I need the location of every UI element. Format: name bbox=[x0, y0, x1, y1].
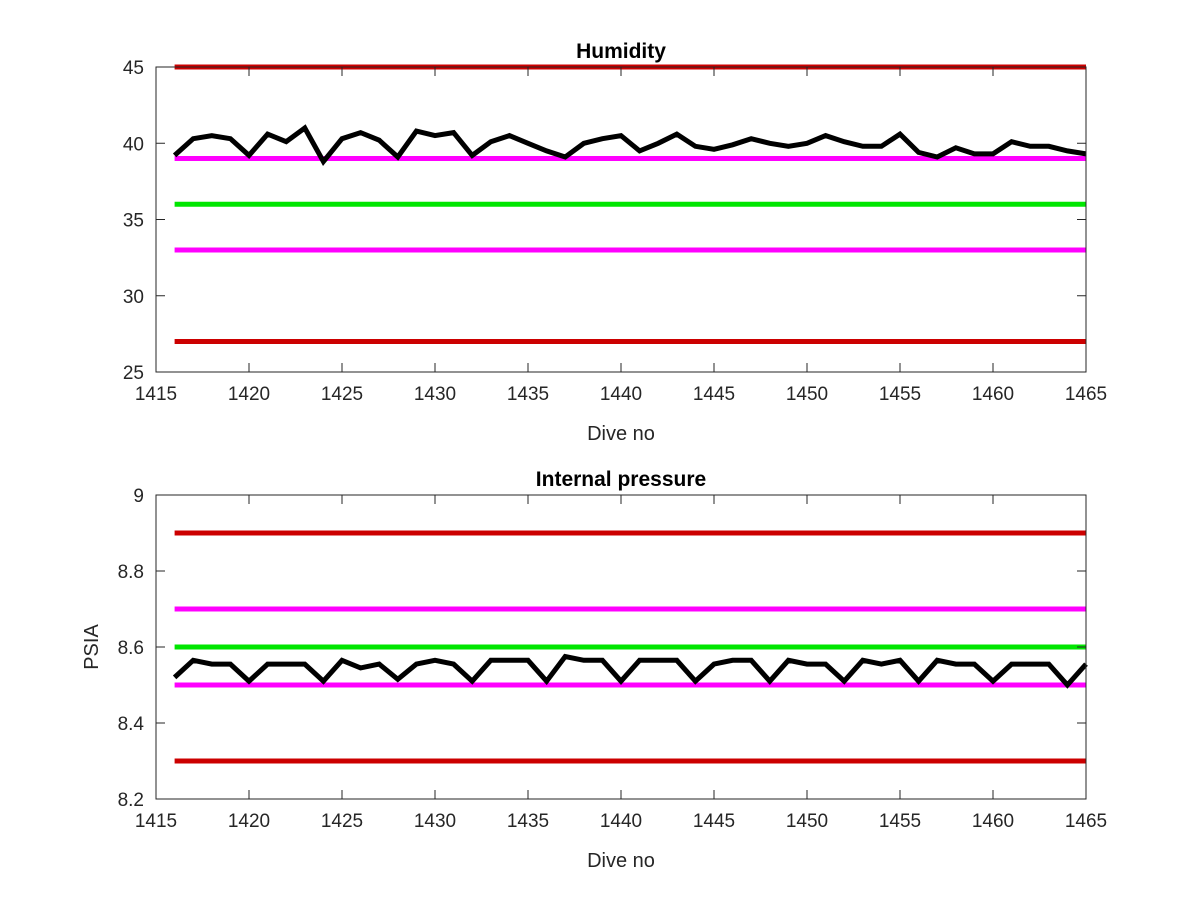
pressure-x-tick-label: 1430 bbox=[414, 811, 456, 832]
pressure-y-tick-label: 8.8 bbox=[118, 562, 144, 583]
pressure-x-tick-label: 1425 bbox=[321, 811, 363, 832]
pressure-title: Internal pressure bbox=[536, 468, 706, 491]
humidity-x-tick-label: 1440 bbox=[600, 384, 642, 405]
pressure-x-tick-label: 1435 bbox=[507, 811, 549, 832]
humidity-x-tick-label: 1420 bbox=[228, 384, 270, 405]
humidity-y-tick-label: 35 bbox=[123, 211, 144, 232]
pressure-y-axis-label: PSIA bbox=[81, 624, 103, 670]
pressure-threshold-lines bbox=[174, 530, 1086, 764]
pressure-data-line bbox=[172, 653, 1088, 689]
humidity-x-tick-label: 1455 bbox=[879, 384, 921, 405]
humidity-x-tick-label: 1450 bbox=[786, 384, 828, 405]
humidity-x-tick-label: 1435 bbox=[507, 384, 549, 405]
pressure-series bbox=[172, 653, 1088, 689]
humidity-x-tick-label: 1425 bbox=[321, 384, 363, 405]
humidity-y-tick-label: 30 bbox=[123, 287, 144, 308]
pressure-y-tick-label: 8.6 bbox=[118, 638, 144, 659]
humidity-x-tick-label: 1465 bbox=[1065, 384, 1107, 405]
pressure-x-tick-label: 1460 bbox=[972, 811, 1014, 832]
humidity-x-axis: 1415 1420 1425 1430 1435 1440 1445 1450 1455 1460… bbox=[135, 67, 1107, 405]
pressure-x-tick-label: 1415 bbox=[135, 811, 177, 832]
pressure-x-axis: 1415 1420 1425 1430 1435 1440 1445 1450 1455 1460… bbox=[135, 495, 1107, 832]
humidity-series bbox=[172, 124, 1087, 167]
humidity-data-line bbox=[172, 124, 1087, 167]
humidity-y-tick-label: 25 bbox=[123, 363, 144, 384]
humidity-x-tick-label: 1445 bbox=[693, 384, 735, 405]
internal-pressure-panel: 1415 1420 1425 1430 1435 1440 1445 1450 1455 1460… bbox=[81, 468, 1107, 872]
humidity-x-axis-label: Dive no bbox=[587, 423, 655, 445]
pressure-x-tick-label: 1445 bbox=[693, 811, 735, 832]
pressure-y-tick-label: 8.2 bbox=[118, 790, 144, 811]
humidity-x-tick-label: 1415 bbox=[135, 384, 177, 405]
humidity-y-axis: 25 30 35 40 45 bbox=[123, 58, 1086, 384]
pressure-y-tick-label: 8.4 bbox=[118, 714, 145, 735]
humidity-title: Humidity bbox=[576, 40, 666, 63]
pressure-x-axis-label: Dive no bbox=[587, 850, 655, 872]
pressure-x-tick-label: 1455 bbox=[879, 811, 921, 832]
pressure-x-tick-label: 1440 bbox=[600, 811, 642, 832]
humidity-y-tick-label: 45 bbox=[123, 58, 144, 79]
humidity-x-tick-label: 1460 bbox=[972, 384, 1014, 405]
pressure-y-axis: 8.2 8.4 8.6 8.8 9 bbox=[118, 486, 1086, 811]
pressure-x-tick-label: 1450 bbox=[786, 811, 828, 832]
humidity-panel: 1415 1420 1425 1430 1435 1440 1445 1450 1455 1460… bbox=[123, 40, 1107, 445]
humidity-y-tick-label: 40 bbox=[123, 134, 144, 155]
pressure-y-tick-label: 9 bbox=[133, 486, 144, 507]
humidity-x-tick-label: 1430 bbox=[414, 384, 456, 405]
pressure-x-tick-label: 1465 bbox=[1065, 811, 1107, 832]
pressure-x-tick-label: 1420 bbox=[228, 811, 270, 832]
